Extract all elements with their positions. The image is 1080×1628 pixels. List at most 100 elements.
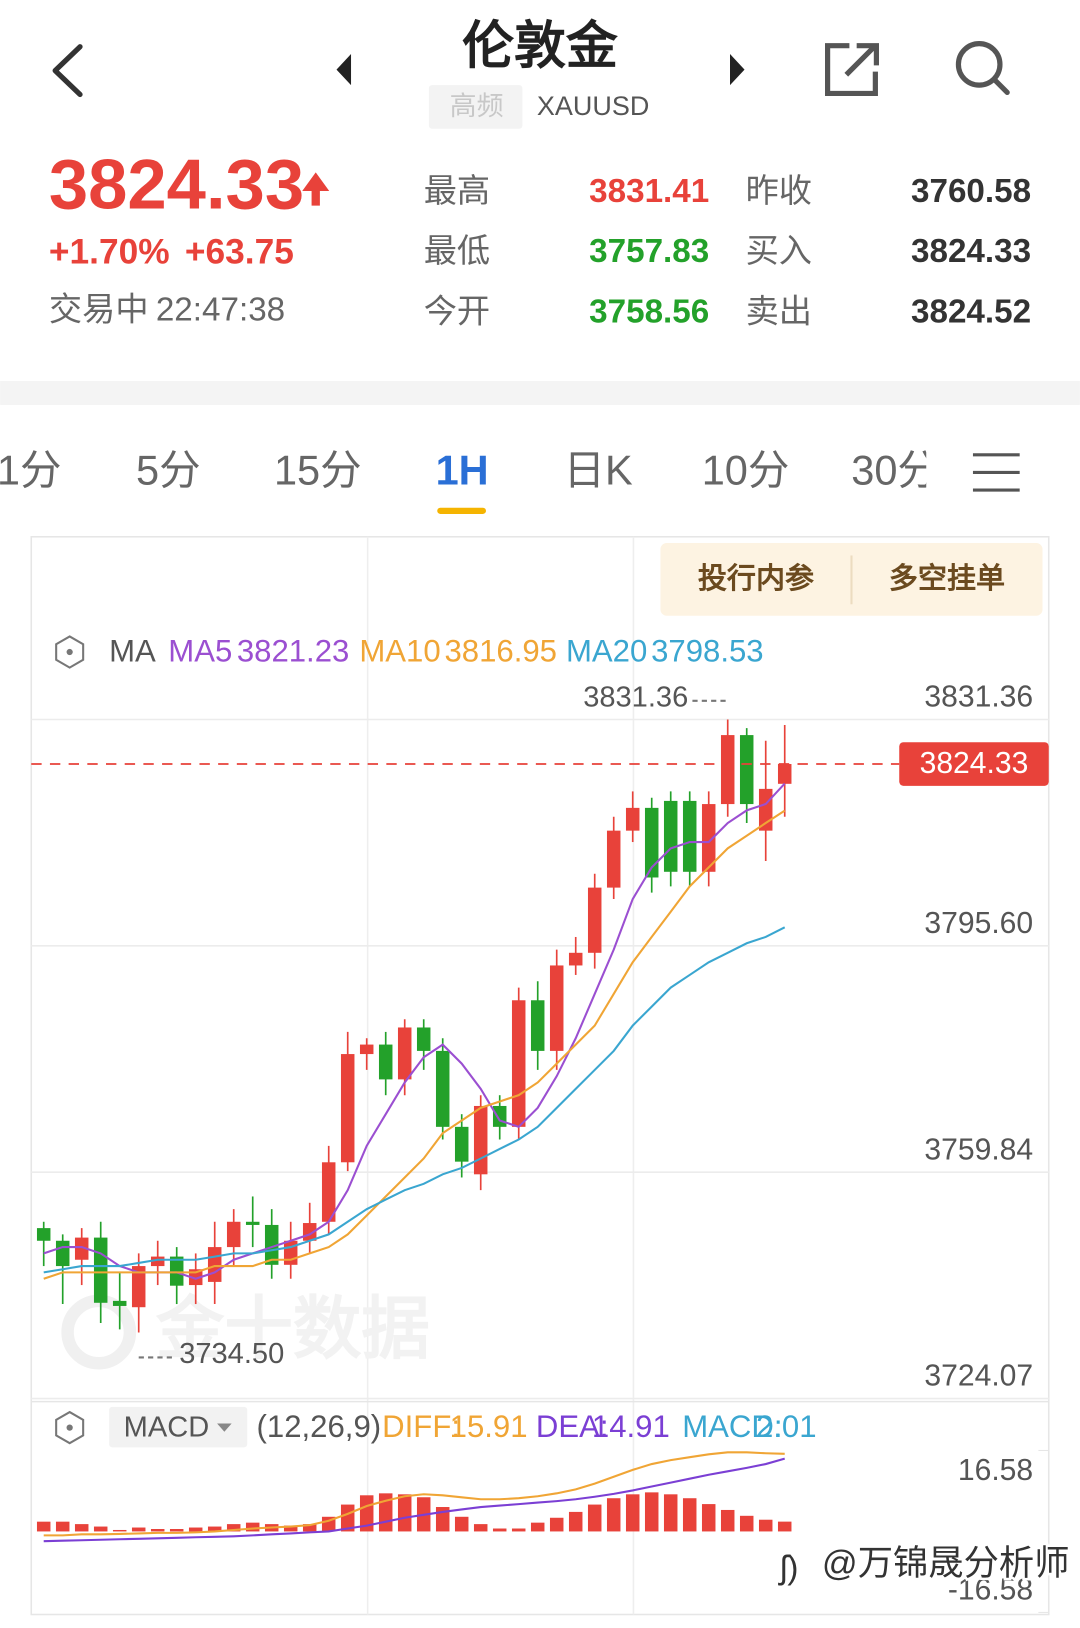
macd-bar [454, 1516, 469, 1532]
candle-body [720, 735, 735, 805]
macd-bar [511, 1528, 526, 1532]
share-box [825, 43, 878, 97]
macd-bar [112, 1529, 127, 1532]
search-button[interactable] [955, 41, 1010, 96]
settings-icon[interactable] [55, 635, 85, 669]
tab-indicator [437, 507, 487, 514]
next-symbol[interactable] [730, 53, 745, 86]
share-button[interactable] [825, 43, 879, 97]
button[interactable]: 投行内参 [698, 561, 814, 595]
candle-body [739, 735, 754, 805]
candle-body [549, 965, 564, 1051]
macd-bar [473, 1524, 488, 1532]
up-arrow [302, 172, 330, 206]
stat-label: 昨收 [746, 173, 812, 210]
macd-bar [340, 1504, 355, 1532]
dropdown[interactable] [109, 1406, 248, 1448]
signature-icon: ʃ) [778, 1550, 798, 1587]
tag-bg [428, 85, 523, 129]
macd-bar [606, 1498, 621, 1532]
macd-line [43, 1451, 785, 1537]
candle-body [454, 1126, 469, 1162]
candle-body [207, 1247, 222, 1282]
dropdown-caret [217, 1423, 232, 1432]
macd-bar [549, 1517, 564, 1532]
y-tick-label: -16.58 [948, 1574, 1033, 1607]
watermark-logo [61, 1294, 137, 1370]
macd-bar [644, 1492, 659, 1532]
candle-body [321, 1162, 336, 1222]
tabs: 1分 5分 15分 1H 日K 10分 30分 [0, 446, 939, 493]
macd-bar [587, 1504, 602, 1532]
tab[interactable]: 5分 [136, 446, 201, 493]
separator [0, 381, 1080, 405]
candle-body [264, 1224, 279, 1265]
settings-dot [66, 648, 73, 656]
status: 交易中 [49, 291, 149, 328]
stat-label: 最高 [424, 173, 490, 210]
stat-value: 3831.41 [589, 173, 709, 210]
legend-value: 3816.95 [444, 633, 557, 668]
candle-body [283, 1240, 298, 1265]
legend-name: MA10 [359, 633, 440, 668]
tab[interactable]: 1H [436, 446, 489, 493]
macd-bar [93, 1526, 108, 1532]
tab[interactable]: 10分 [702, 446, 790, 493]
legend-name: MACD: [682, 1409, 782, 1444]
macd-bar [150, 1528, 165, 1532]
menu-button[interactable] [972, 453, 1020, 492]
price: 3824.33 [49, 145, 304, 224]
legend-value: 2.01 [756, 1409, 817, 1444]
candle-body [568, 952, 583, 966]
tab[interactable]: 15分 [274, 446, 362, 493]
tab[interactable]: 30分 [851, 446, 939, 493]
chart-frame [30, 536, 1050, 1616]
macd-bar [188, 1527, 203, 1532]
candle-body [226, 1221, 241, 1248]
tag: 高频 [450, 91, 504, 121]
dropdown-label: MACD [124, 1411, 210, 1443]
tab[interactable]: 1分 [0, 446, 61, 493]
signature: @万锦晟分析师 [822, 1544, 1070, 1583]
macd-bar [283, 1525, 298, 1532]
change-pct: +1.70% [49, 233, 170, 272]
macd-bar [74, 1524, 89, 1532]
candle-body [587, 887, 602, 953]
settings-icon[interactable] [55, 1410, 85, 1445]
legend-value: 14.91 [592, 1409, 670, 1444]
macd-bar [55, 1521, 70, 1532]
button[interactable]: 多空挂单 [889, 561, 1005, 595]
candle-body [112, 1300, 127, 1306]
candle-body [682, 800, 697, 872]
y-tick-label: 3831.36 [924, 681, 1033, 714]
legend-value: 3821.23 [237, 633, 350, 668]
back-button[interactable] [52, 44, 83, 98]
y-tick-label: 3759.84 [924, 1133, 1033, 1166]
macd-bar [682, 1498, 697, 1532]
y-tick-label: 16.58 [958, 1454, 1033, 1487]
candle-body [663, 800, 678, 872]
tab[interactable]: 日K [564, 446, 634, 493]
candle-body [777, 764, 792, 784]
prev-symbol[interactable] [336, 53, 352, 86]
macd-bar [720, 1509, 735, 1532]
settings-dot [66, 1424, 73, 1431]
candle-body [701, 804, 716, 872]
candle-body [359, 1044, 374, 1055]
macd-bar [568, 1511, 583, 1532]
stat-value: 3824.33 [911, 233, 1031, 270]
candle-body [644, 807, 659, 878]
candle-body [473, 1105, 488, 1175]
candle-body [245, 1221, 260, 1225]
macd-bar [701, 1504, 716, 1532]
candle-body [397, 1027, 412, 1080]
macd-bar [245, 1522, 260, 1532]
candle-body [416, 1027, 431, 1051]
stat-value: 3758.56 [589, 293, 709, 330]
current-price-label: 3824.33 [920, 747, 1029, 780]
candle-body [511, 1000, 526, 1127]
candle-body [492, 1105, 507, 1127]
title: 伦敦金 [462, 18, 619, 76]
